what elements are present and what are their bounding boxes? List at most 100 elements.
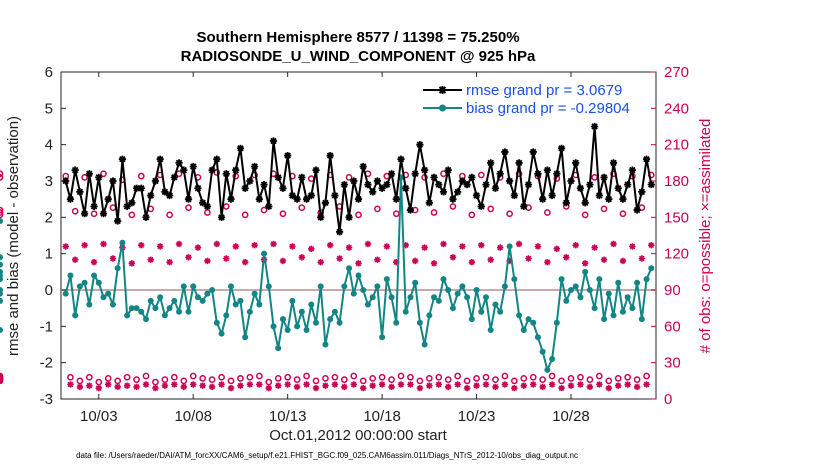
- bias-point: [501, 283, 508, 290]
- rmse-point: [387, 170, 396, 178]
- y-tick-label: 6: [45, 64, 53, 81]
- bias-point: [445, 287, 452, 293]
- rmse-point: [99, 210, 108, 218]
- rmse-point: [619, 195, 627, 203]
- rmse-point: [184, 195, 193, 203]
- obs-assimilated-point: [643, 381, 650, 388]
- rmse-point: [147, 191, 155, 200]
- rmse-point: [444, 166, 452, 174]
- obs-assimilated-point: [492, 383, 499, 391]
- bias-point: [596, 276, 603, 283]
- bias-point: [331, 308, 338, 315]
- obs-possible-point: [312, 377, 320, 385]
- obs-assimilated-point: [586, 383, 594, 391]
- bias-point: [577, 294, 584, 301]
- obs-possible-point: [255, 372, 263, 380]
- bias-point: [586, 287, 593, 293]
- bias-point: [629, 305, 636, 312]
- rmse-point: [236, 144, 245, 152]
- bias-point: [534, 334, 541, 341]
- bias-point: [0, 290, 3, 297]
- bias-point: [298, 308, 305, 315]
- y-tick-label: 0: [45, 282, 53, 299]
- obs-possible-point: [430, 209, 438, 216]
- obs-assimilated-point: [312, 384, 320, 392]
- obs-possible-point: [246, 373, 254, 381]
- obs-possible-point: [643, 372, 650, 380]
- obs-possible-point: [633, 376, 641, 383]
- bias-point: [516, 312, 523, 319]
- obs-possible-point: [142, 372, 150, 380]
- obs-possible-point: [350, 372, 358, 380]
- obs-assimilated-point: [232, 243, 239, 250]
- rmse-point: [302, 195, 311, 203]
- obs-assimilated-point: [100, 240, 107, 248]
- rmse-point: [416, 141, 424, 149]
- obs-assimilated-point: [430, 260, 438, 267]
- rmse-point: [241, 184, 249, 192]
- rmse-point: [529, 148, 537, 156]
- rmse-point: [269, 137, 278, 145]
- rmse-point: [402, 184, 410, 192]
- bias-point: [133, 305, 140, 312]
- obs-possible-point: [185, 204, 192, 211]
- rmse-point: [472, 191, 481, 200]
- obs-possible-point: [293, 376, 301, 383]
- bias-point: [67, 272, 74, 279]
- y2-tick-label: 180: [664, 173, 689, 190]
- obs-assimilated-point: [525, 255, 532, 262]
- obs-possible-point: [208, 376, 216, 383]
- bias-point: [610, 312, 617, 319]
- obs-possible-point: [218, 373, 225, 381]
- rmse-point: [581, 199, 589, 207]
- obs-assimilated-point: [326, 241, 334, 249]
- rmse-point: [364, 181, 372, 189]
- obs-possible-point: [374, 205, 381, 213]
- obs-possible-point: [170, 373, 178, 381]
- rmse-point: [510, 191, 518, 200]
- bias-point: [459, 283, 466, 290]
- obs-possible-point: [322, 375, 329, 382]
- bias-point: [289, 297, 296, 304]
- rmse-point: [194, 184, 202, 192]
- obs-assimilated-point: [369, 382, 376, 389]
- rmse-point: [600, 173, 608, 181]
- obs-assimilated-point: [440, 240, 447, 248]
- chart-subtitle: RADIOSONDE_U_WIND_COMPONENT @ 925 hPa: [181, 48, 536, 65]
- obs-possible-point: [425, 375, 433, 382]
- obs-assimilated-point: [251, 241, 258, 249]
- bias-point: [619, 308, 626, 315]
- bias-point: [204, 290, 211, 297]
- obs-assimilated-point: [133, 383, 140, 391]
- bias-point: [601, 316, 608, 323]
- bias-point: [76, 283, 83, 290]
- bias-point: [180, 283, 187, 290]
- rmse-point: [298, 173, 306, 181]
- rmse-point: [359, 162, 367, 171]
- obs-assimilated-point: [459, 243, 466, 250]
- bias-point: [483, 294, 489, 301]
- bias-point: [350, 290, 357, 297]
- x-tick-label: 10/08: [174, 408, 212, 425]
- obs-possible-point: [624, 373, 632, 381]
- y-tick-label: 4: [45, 137, 53, 154]
- obs-assimilated-point: [548, 381, 556, 388]
- obs-assimilated-point: [199, 382, 206, 389]
- obs-assimilated-point: [90, 258, 98, 266]
- obs-assimilated-point: [227, 384, 235, 392]
- bias-point: [336, 319, 343, 326]
- obs-assimilated-point: [123, 382, 131, 389]
- bias-point: [157, 294, 164, 301]
- rmse-point: [288, 191, 296, 200]
- y-tick-label: 1: [45, 246, 53, 263]
- rmse-point: [336, 228, 344, 236]
- obs-assimilated-point: [147, 256, 154, 263]
- bias-point: [341, 283, 348, 290]
- obs-possible-point: [477, 171, 485, 179]
- obs-assimilated-point: [407, 381, 414, 388]
- obs-possible-point: [199, 375, 207, 382]
- obs-assimilated-point: [241, 258, 249, 266]
- rmse-point: [345, 213, 353, 221]
- obs-possible-point: [407, 373, 414, 381]
- obs-possible-point: [189, 372, 197, 380]
